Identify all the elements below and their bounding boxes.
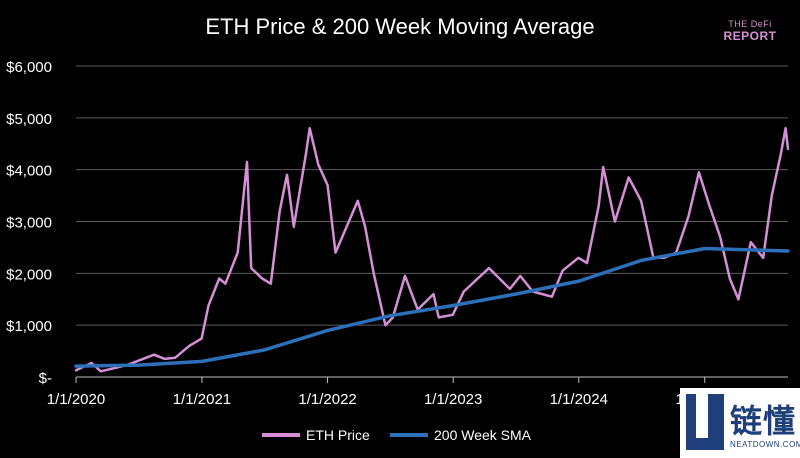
x-tick-label: 1/1/2024 <box>550 391 608 408</box>
y-tick-label: $1,000 <box>6 318 52 335</box>
y-tick-label: $5,000 <box>6 111 52 128</box>
logo-line-2: REPORT <box>723 29 777 43</box>
series-line-1 <box>74 126 790 373</box>
chart-title: ETH Price & 200 Week Moving Average <box>205 14 595 39</box>
watermark-logo-icon <box>686 394 724 450</box>
y-tick-label: $- <box>39 370 52 387</box>
legend-label: ETH Price <box>306 427 370 443</box>
y-tick-label: $4,000 <box>6 163 52 180</box>
watermark-text: 链懂 <box>730 402 797 440</box>
x-tick-label: 1/1/2021 <box>173 391 231 408</box>
neatdown-watermark: 链懂 NEATDOWN.COM <box>680 388 800 458</box>
x-tick-label: 1/1/2020 <box>47 391 105 408</box>
x-tick-label: 1/1/2022 <box>298 391 356 408</box>
x-tick-label: 1/1/2023 <box>424 391 482 408</box>
defi-report-logo: THE DeFi REPORT <box>714 18 786 42</box>
y-tick-label: $2,000 <box>6 266 52 283</box>
y-tick-label: $6,000 <box>6 59 52 76</box>
logo-line-1: THE DeFi <box>728 19 772 29</box>
legend-label: 200 Week SMA <box>434 427 532 443</box>
watermark-subtext: NEATDOWN.COM <box>730 440 800 449</box>
series-line-2 <box>74 246 790 368</box>
y-tick-label: $3,000 <box>6 215 52 232</box>
